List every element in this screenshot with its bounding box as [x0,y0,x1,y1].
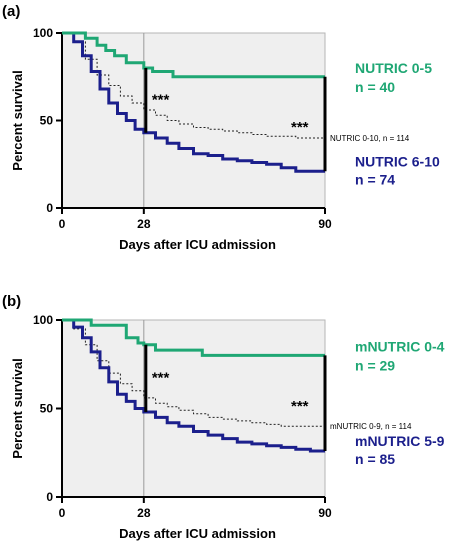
panel-b-x-tick-label: 90 [318,506,332,520]
panel-a-curve-low-risk [62,31,325,79]
panel-b-x-tick-label: 0 [59,506,66,520]
panel-b-legend-low-risk: mNUTRIC 0-4 [355,338,445,354]
panel-a-legend-low-risk: NUTRIC 0-5 [355,60,432,76]
panel-a-legend-low-risk-n: n = 40 [355,79,395,95]
panel-b-legend-high-risk: mNUTRIC 5-9 [355,433,445,449]
panel-a-legend-all-patients: NUTRIC 0-10, n = 114 [330,134,410,143]
panel-b-panel-letter: (b) [2,293,21,310]
panel-a-legend-high-risk-n: n = 74 [355,171,395,187]
panel-b-y-tick-label: 50 [40,402,54,416]
panel-a-plot-area [61,32,326,209]
panel-b-y-tick-label: 100 [33,313,53,327]
panel-b-y-tick-label: 0 [46,490,53,504]
panel-b-curve-low-risk [62,318,325,357]
panel-a-panel-letter: (a) [2,3,20,20]
panel-a-legend-high-risk: NUTRIC 6-10 [355,153,440,169]
panel-a-x-axis-title: Days after ICU admission [119,237,276,252]
panel-a-x-tick-label: 0 [59,217,66,231]
panel-a-significance-label: *** [152,91,170,108]
panel-a-x-tick-label: 28 [137,217,151,231]
panel-b-plot-area [61,319,326,498]
panel-b-y-axis-title: Percent survival [10,358,25,458]
panel-b-legend-high-risk-n: n = 85 [355,451,395,467]
panel-b-curve-high-risk [62,318,325,453]
panel-b-legend-low-risk-n: n = 29 [355,357,395,373]
panel-b-x-tick-label: 28 [137,506,151,520]
panel-a-y-tick-label: 0 [46,201,53,215]
panel-b-legend-all-patients: mNUTRIC 0-9, n = 114 [330,422,412,431]
panel-b-significance-label: *** [152,369,170,386]
panel-b-x-axis-title: Days after ICU admission [119,526,276,541]
panel-b-significance-label: *** [291,398,309,415]
panel-a-y-tick-label: 50 [40,114,54,128]
panel-a-y-axis-title: Percent survival [10,70,25,170]
panel-a-y-tick-label: 100 [33,26,53,40]
panel-a-significance-label: *** [291,119,309,136]
panel-a-curve-high-risk [62,31,325,173]
panel-a-x-tick-label: 90 [318,217,332,231]
